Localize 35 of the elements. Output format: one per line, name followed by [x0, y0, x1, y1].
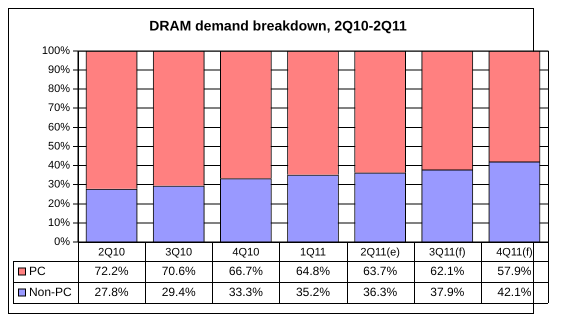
- data-label: 35.2%: [296, 284, 330, 299]
- data-label: 72.2%: [94, 264, 129, 278]
- y-tick-label: 80%: [48, 83, 70, 96]
- data-label: 57.9%: [497, 264, 532, 278]
- data-label: 70.6%: [162, 264, 196, 278]
- y-tick-label: 90%: [48, 64, 70, 76]
- y-tick-label: 60%: [48, 121, 70, 134]
- y-tick-label: 50%: [48, 140, 70, 152]
- data-label: 27.8%: [94, 284, 129, 299]
- data-label: 63.7%: [363, 264, 398, 278]
- data-label: 29.4%: [162, 284, 196, 299]
- x-tick-label: 3Q10: [165, 246, 192, 259]
- x-tick-label: 4Q11(f): [496, 246, 533, 259]
- y-tick-label: 0%: [54, 236, 70, 248]
- y-tick-label: 20%: [48, 198, 70, 210]
- legend-label: PC: [29, 264, 46, 278]
- data-label: 66.7%: [228, 264, 264, 278]
- y-tick-label: 10%: [48, 216, 70, 229]
- x-tick-label: 2Q10: [98, 246, 126, 259]
- x-tick-label: 3Q11(f): [429, 246, 466, 259]
- x-tick-label: 1Q11: [300, 246, 326, 259]
- data-label: 33.3%: [228, 284, 264, 299]
- data-label: 36.3%: [363, 284, 398, 299]
- x-tick-label: 2Q11(e): [360, 246, 400, 259]
- data-label: 37.9%: [430, 284, 465, 299]
- y-tick-label: 40%: [48, 160, 70, 172]
- y-tick-label: 100%: [42, 44, 70, 57]
- legend-label: Non-PC: [29, 284, 72, 299]
- data-label: 62.1%: [430, 264, 465, 278]
- y-tick-label: 30%: [48, 178, 70, 191]
- data-label: 64.8%: [296, 264, 330, 278]
- chart-title: DRAM demand breakdown, 2Q10-2Q11: [149, 17, 407, 34]
- y-tick-label: 70%: [48, 102, 70, 114]
- x-tick-label: 4Q10: [232, 246, 260, 259]
- data-label: 42.1%: [497, 284, 532, 299]
